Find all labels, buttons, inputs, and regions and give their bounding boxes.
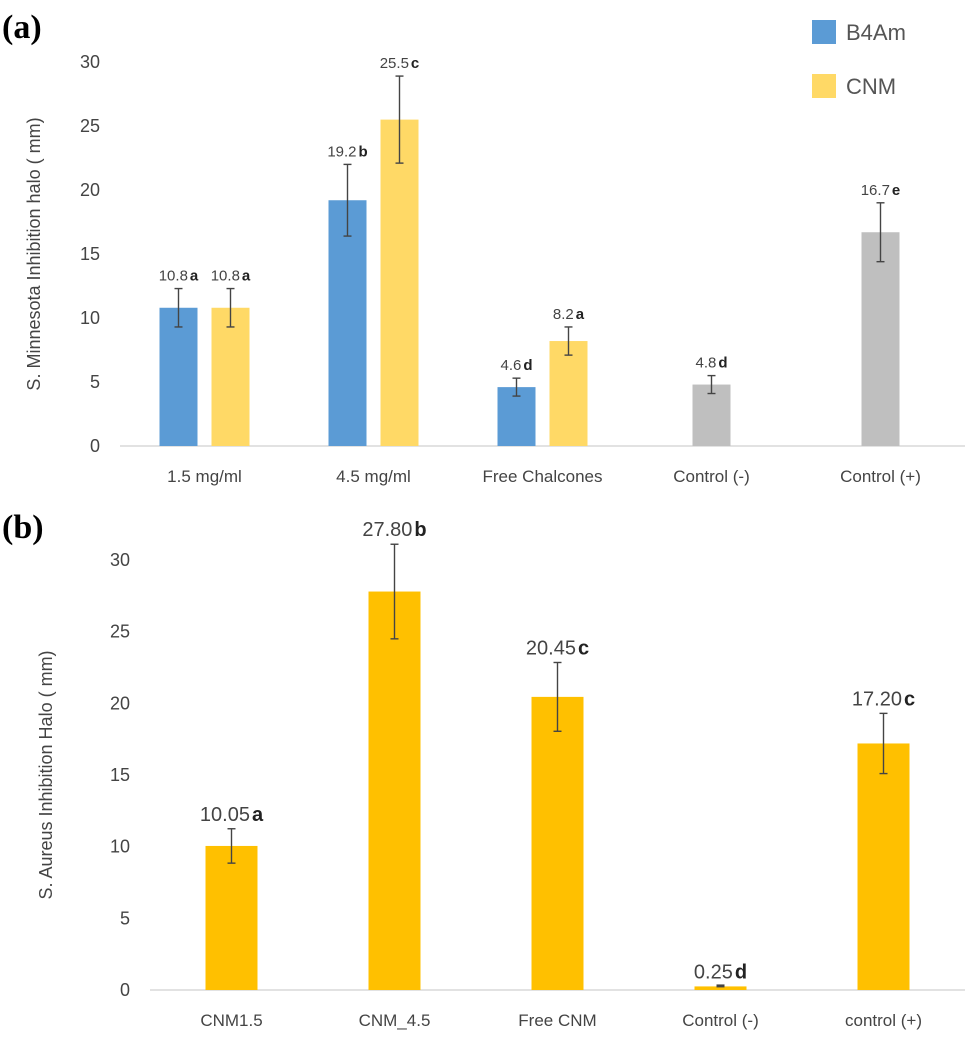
data-value: 19.2 bbox=[327, 143, 356, 160]
x-category-label: Free Chalcones bbox=[482, 467, 602, 486]
panel-label: (a) bbox=[2, 9, 42, 46]
data-label: 19.2 b bbox=[327, 143, 367, 160]
y-tick-label: 30 bbox=[110, 550, 130, 570]
panel-label: (b) bbox=[2, 509, 44, 546]
data-label: 27.80 b bbox=[362, 519, 426, 541]
data-label: 8.2 a bbox=[553, 306, 585, 323]
y-axis-label: S. Minnesota Inhibition halo ( mm) bbox=[24, 117, 44, 390]
significance-letter: a bbox=[190, 268, 199, 285]
x-category-label: 1.5 mg/ml bbox=[167, 467, 242, 486]
data-label: 20.45 c bbox=[526, 637, 589, 659]
significance-letter: d bbox=[735, 961, 747, 983]
data-value: 16.7 bbox=[861, 182, 890, 199]
data-label: 4.8 d bbox=[695, 355, 727, 372]
y-tick-label: 5 bbox=[90, 372, 100, 392]
significance-letter: c bbox=[411, 55, 419, 72]
bar bbox=[549, 341, 588, 446]
data-label: 10.8 a bbox=[159, 268, 199, 285]
y-tick-label: 15 bbox=[110, 765, 130, 785]
x-category-label: CNM_4.5 bbox=[359, 1011, 431, 1030]
x-category-label: control (+) bbox=[845, 1011, 922, 1030]
legend-label: CNM bbox=[846, 74, 896, 99]
x-category-label: Control (-) bbox=[673, 467, 750, 486]
bar bbox=[861, 232, 900, 446]
bar bbox=[211, 307, 250, 446]
data-label: 16.7 e bbox=[861, 182, 901, 199]
chart-panel-a: (a) S. Minnesota Inhibition halo ( mm) 0 5 1… bbox=[2, 9, 965, 486]
significance-letter: a bbox=[242, 268, 251, 285]
bar bbox=[857, 743, 910, 990]
y-tick-label: 30 bbox=[80, 52, 100, 72]
y-axis-label: S. Aureus Inhibition Halo ( mm) bbox=[36, 650, 56, 899]
y-tick-label: 25 bbox=[80, 116, 100, 136]
data-value: 10.05 bbox=[200, 804, 250, 826]
data-value: 4.6 bbox=[500, 357, 521, 374]
y-tick-label: 15 bbox=[80, 244, 100, 264]
bar bbox=[694, 986, 747, 990]
data-label: 25.5 c bbox=[380, 55, 420, 72]
significance-letter: e bbox=[892, 182, 900, 199]
legend: B4Am CNM bbox=[812, 20, 906, 99]
bar bbox=[380, 119, 419, 446]
significance-letter: d bbox=[523, 357, 532, 374]
data-value: 17.20 bbox=[852, 688, 902, 710]
bar bbox=[328, 200, 367, 446]
data-value: 27.80 bbox=[362, 519, 412, 541]
data-label: 10.05 a bbox=[200, 804, 264, 826]
y-tick-label: 20 bbox=[110, 693, 130, 713]
data-value: 4.8 bbox=[695, 355, 716, 372]
bar bbox=[531, 696, 584, 990]
significance-letter: c bbox=[578, 637, 589, 659]
x-category-label: CNM1.5 bbox=[200, 1011, 262, 1030]
significance-letter: a bbox=[252, 804, 264, 826]
legend-swatch bbox=[812, 74, 836, 98]
y-tick-label: 10 bbox=[80, 308, 100, 328]
y-tick-label: 5 bbox=[120, 908, 130, 928]
data-label: 4.6 d bbox=[500, 357, 532, 374]
significance-letter: d bbox=[718, 355, 727, 372]
significance-letter: b bbox=[359, 143, 368, 160]
chart-panel-b: (b) S. Aureus Inhibition Halo ( mm) 0 5 10 15… bbox=[2, 509, 965, 1030]
x-category-label: Control (-) bbox=[682, 1011, 759, 1030]
bar bbox=[497, 387, 536, 446]
bar bbox=[159, 307, 198, 446]
y-tick-label: 0 bbox=[90, 436, 100, 456]
data-label: 0.25 d bbox=[694, 961, 747, 983]
y-tick-label: 20 bbox=[80, 180, 100, 200]
data-label: 10.8 a bbox=[211, 268, 251, 285]
data-value: 25.5 bbox=[380, 55, 409, 72]
x-category-label: Control (+) bbox=[840, 467, 921, 486]
significance-letter: b bbox=[414, 519, 426, 541]
error-bar bbox=[716, 984, 725, 988]
bar bbox=[205, 845, 258, 990]
data-value: 10.8 bbox=[159, 268, 188, 285]
data-value: 8.2 bbox=[553, 306, 574, 323]
significance-letter: c bbox=[904, 688, 915, 710]
bar bbox=[368, 591, 421, 990]
data-label: 17.20 c bbox=[852, 688, 915, 710]
data-value: 0.25 bbox=[694, 961, 733, 983]
y-tick-label: 25 bbox=[110, 622, 130, 642]
y-tick-label: 10 bbox=[110, 837, 130, 857]
x-category-label: Free CNM bbox=[518, 1011, 596, 1030]
data-value: 20.45 bbox=[526, 637, 576, 659]
y-tick-label: 0 bbox=[120, 980, 130, 1000]
legend-swatch bbox=[812, 20, 836, 44]
x-category-label: 4.5 mg/ml bbox=[336, 467, 411, 486]
significance-letter: a bbox=[576, 306, 585, 323]
data-value: 10.8 bbox=[211, 268, 240, 285]
legend-label: B4Am bbox=[846, 20, 906, 45]
bar bbox=[692, 384, 731, 446]
